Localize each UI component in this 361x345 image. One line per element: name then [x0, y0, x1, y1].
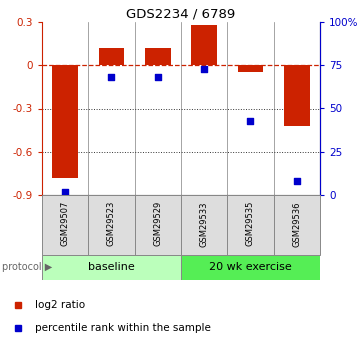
Bar	[181, 195, 227, 255]
Bar	[135, 195, 181, 255]
Bar	[191, 25, 217, 65]
Point	[201, 66, 207, 71]
Title: GDS2234 / 6789: GDS2234 / 6789	[126, 8, 236, 21]
Bar	[284, 65, 310, 126]
Bar	[88, 195, 135, 255]
Bar	[227, 195, 274, 255]
Point	[248, 118, 253, 124]
Text: percentile rank within the sample: percentile rank within the sample	[35, 323, 211, 333]
Point	[294, 178, 300, 184]
Text: GSM29536: GSM29536	[292, 201, 301, 247]
Bar	[99, 48, 124, 65]
Text: GSM29535: GSM29535	[246, 201, 255, 246]
Point	[109, 75, 114, 80]
Bar	[274, 195, 320, 255]
Text: log2 ratio: log2 ratio	[35, 300, 85, 310]
Point	[155, 75, 161, 80]
Text: 20 wk exercise: 20 wk exercise	[209, 263, 292, 273]
Point	[62, 189, 68, 194]
Text: GSM29523: GSM29523	[107, 201, 116, 246]
Text: GSM29507: GSM29507	[61, 201, 70, 246]
Bar	[145, 48, 171, 65]
Bar	[42, 255, 181, 280]
Text: GSM29529: GSM29529	[153, 201, 162, 246]
Bar	[238, 65, 263, 72]
Text: GSM29533: GSM29533	[200, 201, 209, 247]
Bar	[52, 65, 78, 178]
Text: protocol ▶: protocol ▶	[2, 263, 52, 273]
Bar	[42, 195, 88, 255]
Text: baseline: baseline	[88, 263, 135, 273]
Bar	[181, 255, 320, 280]
